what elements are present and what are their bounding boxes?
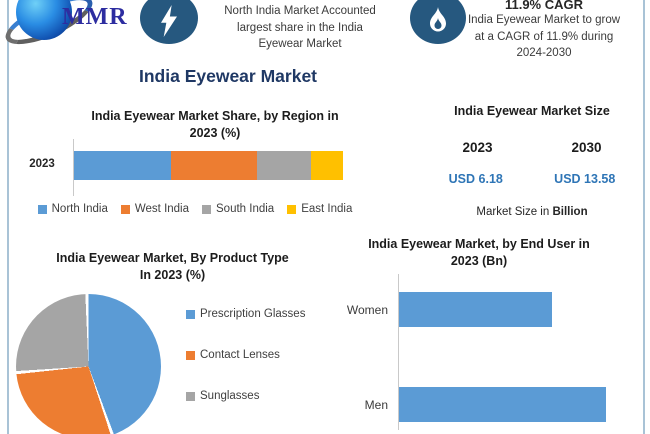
- bar-segment-west-india: [170, 151, 257, 180]
- men-bar: [399, 387, 606, 422]
- legend-label: North India: [51, 203, 108, 215]
- highlight-line: North India Market Accounted: [224, 5, 376, 17]
- legend-label: West India: [134, 203, 190, 215]
- region-chart-title-line1: India Eyewear Market Share, by Region in: [91, 109, 339, 123]
- highlight-line: Eyewear Market: [258, 38, 342, 50]
- product-type-title-line2: In 2023 (%): [139, 268, 206, 282]
- legend-marker-contact-lenses: [186, 350, 195, 360]
- men-label: Men: [364, 398, 388, 412]
- legend-marker-north-india: [37, 204, 47, 214]
- bar-segment-south-india: [256, 151, 311, 180]
- value-2023: USD 6.18: [448, 172, 503, 186]
- legend-marker-west-india: [120, 204, 130, 214]
- cagr-title: 11.9% CAGR: [504, 0, 584, 12]
- legend-marker-sunglasses: [186, 391, 195, 401]
- women-label: Women: [346, 303, 388, 317]
- region-chart-title: India Eyewear Market Share, by Region in…: [55, 108, 375, 142]
- women-bar: [399, 292, 553, 327]
- market-size-title: India Eyewear Market Size: [454, 104, 610, 118]
- legend-label: South India: [216, 203, 275, 215]
- legend-marker-prescription-glasses: [186, 309, 195, 319]
- flame-icon: [430, 7, 446, 32]
- legend-item: Contact Lenses: [186, 349, 305, 361]
- legend-item: South India: [202, 203, 274, 215]
- highlight-line: largest share in the India: [237, 21, 363, 34]
- legend-item: North India: [37, 203, 108, 215]
- page-title: India Eyewear Market: [139, 66, 317, 86]
- market-size-caption: Market Size in Billion: [423, 206, 641, 218]
- legend-item: East India: [287, 203, 352, 215]
- lightning-badge: [140, 0, 198, 44]
- legend-item: Prescription Glasses: [186, 308, 305, 320]
- region-chart-legend: North India West India South India East …: [30, 203, 360, 215]
- bar-segment-east-india: [310, 151, 343, 180]
- market-size-values: USD 6.18 USD 13.58: [423, 172, 641, 186]
- women-bar-track: [399, 292, 606, 327]
- end-user-chart-title: India Eyewear Market, by End User in 202…: [345, 236, 613, 270]
- mmr-logo: MMR: [0, 0, 135, 60]
- highlight-line: at a CAGR of 11.9% during: [474, 30, 614, 43]
- frame-border-left: [7, 0, 9, 434]
- market-size-years: 2023 2030: [423, 140, 641, 155]
- caption-prefix: Market Size in: [476, 206, 553, 218]
- highlight-line: 2024-2030: [516, 47, 572, 59]
- year-2030-label: 2030: [571, 140, 602, 155]
- product-type-chart-title: India Eyewear Market, By Product Type In…: [20, 250, 325, 284]
- product-type-title-line1: India Eyewear Market, By Product Type: [56, 251, 289, 265]
- end-user-title-line2: 2023 (Bn): [450, 254, 508, 268]
- frame-border-right: [643, 0, 645, 434]
- legend-marker-east-india: [287, 204, 297, 214]
- end-user-chart-y-axis: [398, 274, 399, 430]
- legend-label: Prescription Glasses: [200, 308, 306, 320]
- end-user-title-line1: India Eyewear Market, by End User in: [368, 237, 590, 251]
- flame-badge: [410, 0, 466, 44]
- product-type-legend: Prescription Glasses Contact Lenses Sung…: [186, 308, 305, 402]
- region-stacked-bar: [74, 151, 343, 180]
- highlight-line: India Eyewear Market to grow: [467, 14, 621, 26]
- bar-segment-north-india: [74, 151, 171, 180]
- highlight-north-india-text: North India Market Accounted largest sha…: [200, 3, 400, 53]
- legend-marker-south-india: [202, 204, 212, 214]
- logo-text: MMR: [62, 4, 128, 30]
- legend-item: Sunglasses: [186, 390, 305, 402]
- region-chart-category-label: 2023: [29, 158, 55, 170]
- region-chart-y-axis: [73, 139, 74, 196]
- market-size-panel: India Eyewear Market Size 2023 2030 USD …: [423, 104, 641, 218]
- legend-label: East India: [301, 203, 353, 215]
- highlight-cagr-text: 11.9% CAGR India Eyewear Market to grow …: [448, 0, 640, 62]
- legend-item: West India: [120, 203, 190, 215]
- men-bar-track: [399, 387, 606, 422]
- value-2030: USD 13.58: [554, 172, 616, 186]
- legend-label: Sunglasses: [200, 390, 260, 402]
- lightning-icon: [161, 5, 177, 37]
- legend-label: Contact Lenses: [200, 349, 280, 361]
- caption-unit: Billion: [552, 206, 588, 218]
- region-chart-title-line2: 2023 (%): [189, 126, 241, 140]
- product-type-pie: [16, 294, 161, 434]
- year-2023-label: 2023: [462, 140, 493, 155]
